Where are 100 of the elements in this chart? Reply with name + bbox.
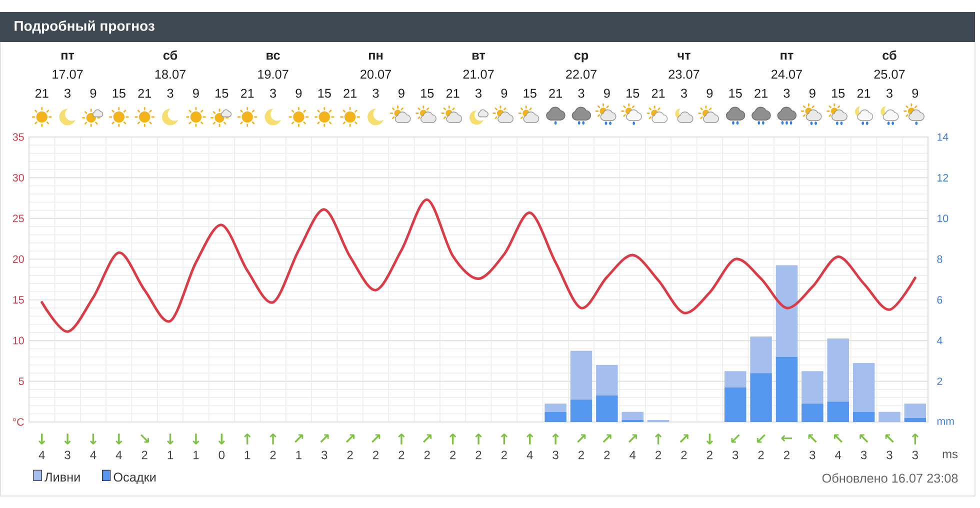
bar [827,338,849,402]
category-label: ↗ [320,434,329,443]
bar [544,412,566,422]
x-tick-label: чт 23.07 3 [668,52,700,98]
category-label: ↑ [270,434,276,444]
y-tick-label: 10 [13,336,24,344]
category-label: ↗ [680,434,688,443]
x-tick-label: 9 [912,88,918,98]
x-tick-label: 15 [524,88,536,98]
data-label: 2 [476,450,482,460]
category-label: ↓ [64,434,71,444]
x-tick-label: 21 [138,88,152,98]
category-label: ↑ [552,434,559,444]
category-label: ↖ [860,434,868,443]
category-label: ↖ [808,434,817,443]
x-tick-label: 9 [604,88,610,98]
data-label: 3 [552,450,558,460]
category-label: ↙ [731,434,740,443]
data-label: 2 [398,450,404,460]
data-label: 4 [526,450,533,460]
category-label: ↓ [166,434,174,444]
bar [904,404,926,418]
data-label: 2 [578,450,584,460]
y-tick-label: °C [12,418,24,426]
y-tick-label: 5 [18,378,24,386]
y-tick-label: 25 [12,214,24,222]
category-label: ↗ [372,434,380,443]
y2-tick-label: 2 [937,378,942,386]
category-label: ↘ [140,434,150,443]
y2-tick-label: mm [937,419,954,425]
bar [724,371,746,388]
data-label: 2 [450,450,456,460]
data-label: 3 [860,450,867,460]
x-tick-label: 9 [296,88,302,98]
y2-tick-label: 12 [938,174,948,182]
data-label: 0 [218,450,225,460]
bar [878,412,900,422]
legend-label: Осадки [114,472,156,484]
x-tick-label: сб 25.07 3 [874,50,905,98]
category-label: ↓ [218,434,225,444]
bar [852,362,875,412]
line-series [40,198,916,333]
y2-tick-label: 10 [938,214,948,222]
y-tick-label: 20 [12,255,24,263]
x-tick-label: 15 [318,88,331,98]
data-label: 2 [347,450,353,460]
x-tick-label: 9 [90,88,96,98]
chart-title: Подробный прогноз [14,20,154,34]
data-label: 2 [501,450,507,460]
y2-tick-label: 4 [936,336,942,344]
bar [750,373,772,422]
category-label: ↑ [912,434,918,444]
x-tick-label: 15 [421,88,434,98]
x-tick-label: 21 [652,88,665,98]
data-label: 1 [194,450,199,460]
bar [544,404,566,412]
bar [904,418,926,422]
data-label: 4 [38,450,45,460]
category-label: ↑ [526,434,534,444]
data-label: 2 [758,450,764,460]
x-tick-label: вт 21.07 3 [463,52,494,98]
x-tick-label: пт 24.07 3 [772,52,802,98]
category-label: ↓ [38,434,46,444]
data-label: 3 [64,450,70,460]
x-tick-label: 21 [240,88,254,98]
x-tick-label: 15 [832,88,845,98]
x-tick-label: 15 [216,88,228,98]
data-label: 1 [296,450,302,460]
bar [596,365,618,396]
x-tick-label: пн 20.07 3 [360,52,391,98]
data-label: 2 [681,450,687,460]
data-label: 2 [784,450,790,460]
bar [622,412,644,420]
bar [827,402,849,422]
category-label: ↗ [628,434,638,443]
x-tick-label: пт 17.07 3 [52,52,83,98]
y-tick-label: 30 [12,174,24,182]
category-label: ↓ [90,434,97,444]
data-label: 3 [912,450,918,460]
x-tick-label: 9 [193,88,199,98]
x-tick-label: вс 19.07 3 [258,52,288,98]
data-label: 4 [116,450,122,460]
x-tick-label: 21 [35,88,48,98]
y-tick-label: 15 [13,296,24,304]
x-tick-label: 9 [809,88,816,98]
data-label: 3 [810,450,816,460]
category-label: ↑ [244,434,251,444]
data-label: 2 [424,450,430,460]
data-label: 4 [90,450,96,460]
x-tick-label: 21 [344,88,356,98]
x-tick-label: 9 [706,88,713,98]
data-label: 4 [630,450,636,460]
x-tick-label: сб 18.07 3 [155,50,186,98]
bar [596,396,618,422]
text: Обновлено 16.07 23:08 [822,473,958,483]
category-label: ↖ [834,434,843,443]
data-label: 2 [373,450,378,460]
category-label: ↓ [192,434,200,444]
x-tick-label: ср 22.07 3 [566,52,596,98]
category-label: ↓ [706,434,714,444]
